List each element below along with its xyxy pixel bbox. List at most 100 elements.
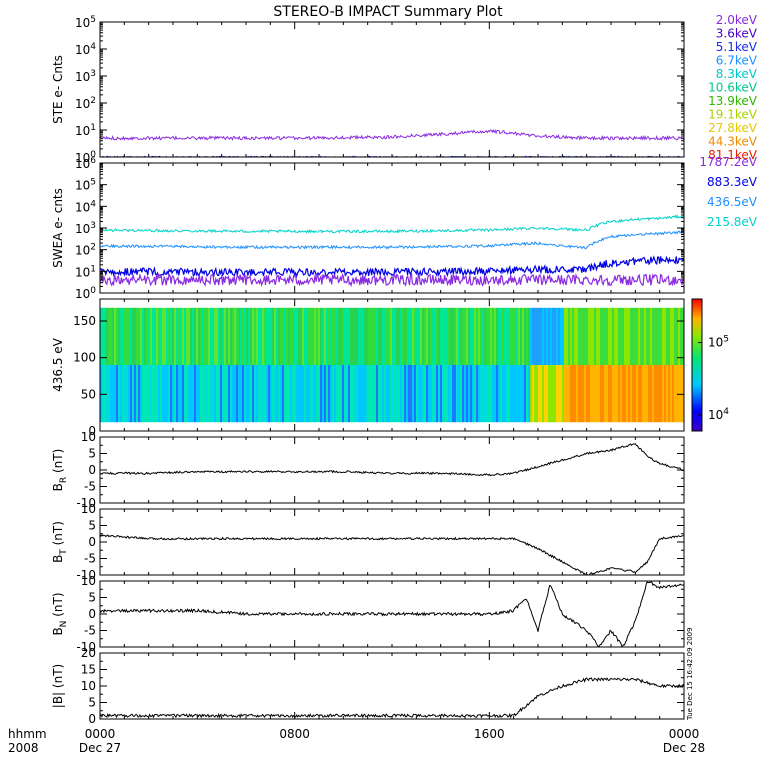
heatmap-cell — [308, 365, 311, 423]
heatmap-cell — [578, 365, 581, 423]
heatmap-cell — [194, 307, 197, 365]
heatmap-cell — [188, 365, 191, 423]
heatmap-cell — [142, 365, 145, 423]
heatmap-cell — [298, 365, 301, 423]
heatmap-cell — [358, 307, 361, 365]
heatmap-cell — [410, 307, 413, 365]
heatmap-cell — [496, 307, 499, 365]
y-tick-label: 100 — [73, 351, 96, 365]
heatmap-cell — [302, 365, 305, 423]
heatmap-cell — [288, 307, 291, 365]
heatmap-cell — [332, 307, 335, 365]
heatmap-cell — [486, 365, 489, 423]
y-tick-label: 5 — [88, 519, 96, 533]
heatmap-cell — [672, 365, 675, 423]
heatmap-cell — [434, 365, 437, 423]
heatmap-cell — [108, 307, 111, 365]
heatmap-cell — [242, 307, 245, 365]
heatmap-cell — [448, 365, 451, 423]
heatmap-cell — [520, 365, 523, 423]
heatmap-cell — [452, 307, 455, 365]
heatmap-cell — [602, 307, 605, 365]
y-tick-label: -10 — [76, 496, 96, 510]
heatmap-cell — [408, 365, 411, 423]
heatmap-cell — [360, 307, 363, 365]
heatmap-cell — [360, 365, 363, 423]
heatmap-cell — [524, 365, 527, 423]
heatmap-cell — [110, 365, 113, 423]
heatmap-cell — [262, 307, 265, 365]
heatmap-cell — [222, 365, 225, 423]
heatmap-cell — [488, 307, 491, 365]
heatmap-cell — [188, 307, 191, 365]
heatmap-cell — [410, 365, 413, 423]
y-tick-label: 5 — [88, 447, 96, 461]
heatmap-cell — [460, 307, 463, 365]
heatmap-cell — [312, 365, 315, 423]
heatmap-cell — [602, 365, 605, 423]
panel-swea: 100 101 102 103 104 105 106 1787.2eV 883.3eV 436.… — [51, 155, 758, 301]
heatmap-cell — [452, 365, 455, 423]
legend-entry: 436.5eV — [707, 195, 758, 209]
heatmap-cell — [266, 307, 269, 365]
heatmap-cell — [412, 307, 415, 365]
heatmap-cell — [670, 365, 673, 423]
heatmap-cell — [302, 307, 305, 365]
heatmap-cell — [506, 365, 509, 423]
heatmap-cell — [446, 365, 449, 423]
heatmap-cell — [388, 365, 391, 423]
heatmap-cell — [586, 365, 589, 423]
heatmap-cell — [276, 307, 279, 365]
heatmap-cell — [100, 307, 103, 365]
heatmap-cell — [342, 365, 345, 423]
heatmap-cell — [444, 365, 447, 423]
heatmap-cell — [328, 307, 331, 365]
heatmap-cell — [328, 365, 331, 423]
heatmap-cell — [344, 307, 347, 365]
heatmap-cell — [406, 307, 409, 365]
heatmap-cell — [442, 307, 445, 365]
heatmap-cell — [340, 307, 343, 365]
heatmap-cell — [138, 365, 141, 423]
heatmap-cell — [382, 365, 385, 423]
heatmap-cell — [656, 365, 659, 423]
heatmap-cell — [272, 307, 275, 365]
heatmap-cell — [432, 365, 435, 423]
heatmap-cell — [240, 307, 243, 365]
heatmap-cell — [326, 365, 329, 423]
heatmap-cell — [630, 307, 633, 365]
heatmap-cell — [610, 365, 613, 423]
heatmap-cell — [220, 365, 223, 423]
y-tick-label: 50 — [81, 387, 96, 401]
heatmap-cell — [424, 307, 427, 365]
y-tick-label: 103 — [75, 69, 96, 84]
heatmap-cell — [464, 307, 467, 365]
heatmap-cell — [546, 307, 549, 365]
heatmap-cell — [668, 307, 671, 365]
heatmap-cell — [594, 307, 597, 365]
heatmap-cell — [562, 307, 565, 365]
heatmap-cell — [166, 365, 169, 423]
heatmap-cell — [184, 307, 187, 365]
heatmap-cell — [194, 365, 197, 423]
y-tick-label: 0 — [88, 463, 96, 477]
heatmap-cell — [562, 365, 565, 423]
heatmap-cell — [532, 365, 535, 423]
y-tick-label: 104 — [75, 42, 96, 57]
legend-entry: 13.9keV — [708, 94, 758, 108]
heatmap-cell — [208, 365, 211, 423]
heatmap-cell — [462, 307, 465, 365]
heatmap-cell — [582, 365, 585, 423]
panel-ste: 100 101 102 103 104 105 2.0keV3.6keV5.1keV6.7k… — [51, 13, 758, 165]
heatmap-cell — [252, 307, 255, 365]
heatmap-cell — [164, 307, 167, 365]
y-axis-label: BN (nT) — [51, 592, 69, 635]
heatmap-cell — [632, 307, 635, 365]
heatmap-cell — [450, 365, 453, 423]
heatmap-cell — [304, 307, 307, 365]
heatmap-cell — [218, 307, 221, 365]
heatmap-cell — [334, 307, 337, 365]
heatmap-cell — [204, 307, 207, 365]
heatmap-cell — [180, 365, 183, 423]
